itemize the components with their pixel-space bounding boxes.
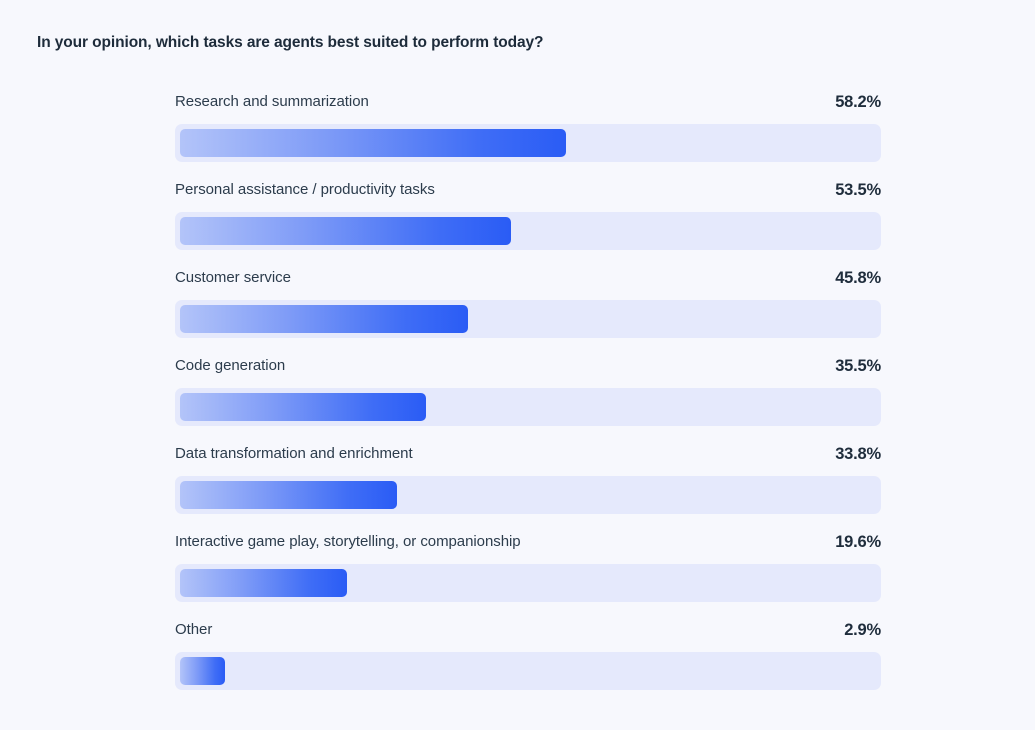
bar-category-label: Data transformation and enrichment	[175, 445, 413, 462]
chart-title: In your opinion, which tasks are agents …	[37, 34, 544, 51]
bar-row-header: Personal assistance / productivity tasks…	[175, 180, 881, 207]
bar-row: Customer service 45.8%	[175, 268, 881, 356]
bar-row: Data transformation and enrichment 33.8%	[175, 444, 881, 532]
bar-category-label: Personal assistance / productivity tasks	[175, 181, 435, 198]
bar-fill	[180, 129, 566, 157]
bar-track	[175, 300, 881, 338]
bar-track	[175, 652, 881, 690]
bar-fill	[180, 305, 468, 333]
bar-track	[175, 564, 881, 602]
bar-track	[175, 388, 881, 426]
bar-row: Interactive game play, storytelling, or …	[175, 532, 881, 620]
bar-value-label: 33.8%	[835, 445, 881, 463]
bar-fill	[180, 393, 426, 421]
bar-fill	[180, 569, 347, 597]
bar-row: Personal assistance / productivity tasks…	[175, 180, 881, 268]
bar-row: Research and summarization 58.2%	[175, 92, 881, 180]
bar-track	[175, 476, 881, 514]
bar-row-header: Code generation 35.5%	[175, 356, 881, 383]
bar-row-header: Other 2.9%	[175, 620, 881, 647]
bar-value-label: 53.5%	[835, 181, 881, 199]
bar-value-label: 58.2%	[835, 93, 881, 111]
bar-value-label: 2.9%	[844, 621, 881, 639]
bar-row: Other 2.9%	[175, 620, 881, 708]
bar-row-header: Research and summarization 58.2%	[175, 92, 881, 119]
bar-category-label: Customer service	[175, 269, 291, 286]
bar-track	[175, 124, 881, 162]
bar-category-label: Interactive game play, storytelling, or …	[175, 533, 521, 550]
bar-rows-container: Research and summarization 58.2% Personal …	[175, 92, 881, 708]
bar-value-label: 35.5%	[835, 357, 881, 375]
bar-value-label: 19.6%	[835, 533, 881, 551]
bar-track	[175, 212, 881, 250]
bar-row-header: Data transformation and enrichment 33.8%	[175, 444, 881, 471]
bar-value-label: 45.8%	[835, 269, 881, 287]
bar-fill	[180, 657, 225, 685]
bar-row-header: Interactive game play, storytelling, or …	[175, 532, 881, 559]
bar-row-header: Customer service 45.8%	[175, 268, 881, 295]
bar-category-label: Other	[175, 621, 213, 638]
bar-row: Code generation 35.5%	[175, 356, 881, 444]
bar-fill	[180, 481, 397, 509]
bar-category-label: Research and summarization	[175, 93, 369, 110]
bar-category-label: Code generation	[175, 357, 286, 374]
bar-fill	[180, 217, 511, 245]
